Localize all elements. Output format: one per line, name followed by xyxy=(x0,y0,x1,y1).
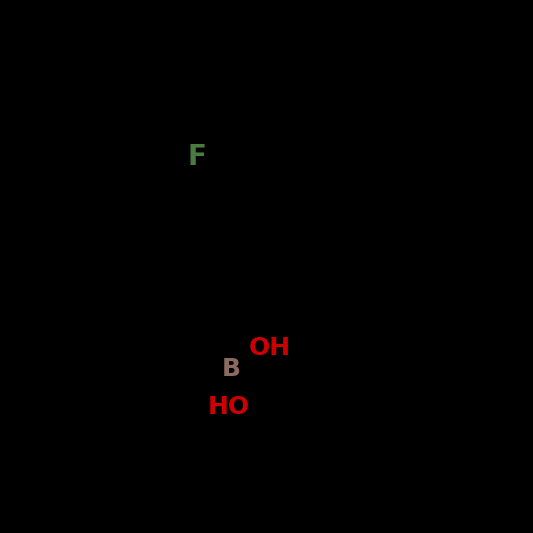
Text: F: F xyxy=(188,143,207,171)
Text: B: B xyxy=(222,357,241,381)
Text: HO: HO xyxy=(208,395,250,419)
Text: OH: OH xyxy=(249,336,291,360)
